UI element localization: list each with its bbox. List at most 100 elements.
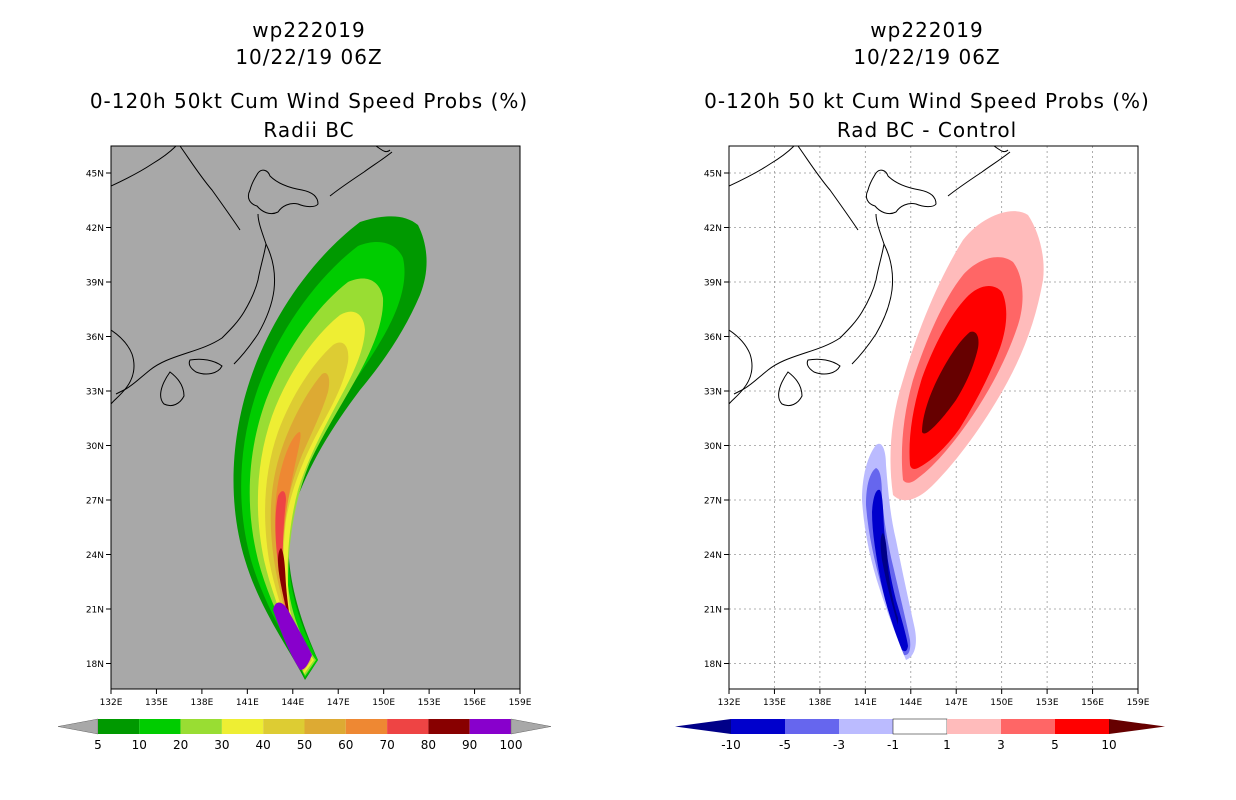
lat-label: 21N (86, 606, 104, 616)
lat-label: 18N (704, 660, 722, 670)
lat-label: 42N (704, 224, 722, 234)
lon-label: 138E (190, 698, 213, 708)
honshu-east (233, 243, 275, 365)
right-axes: 45N 42N 39N 36N 33N 30N 27N 24N 21N 18N 132E 135E 13… (704, 170, 1150, 709)
colorbar-label: -1 (887, 738, 899, 752)
kamchatka-south (375, 146, 391, 153)
lon-label: 159E (1127, 698, 1150, 708)
colorbar-label: 50 (297, 738, 312, 752)
colorbar-swatch (345, 719, 388, 734)
colorbar-label: 90 (462, 738, 477, 752)
lon-label: 144E (281, 698, 304, 708)
colorbar-label: 5 (1051, 738, 1059, 752)
lat-label: 39N (86, 279, 104, 289)
lat-label: 33N (704, 388, 722, 398)
colorbar-label: -10 (721, 738, 741, 752)
russia-coast (179, 146, 241, 231)
honshu-coast-r (733, 213, 885, 395)
lon-label: 156E (1081, 698, 1104, 708)
colorbar-swatch (263, 719, 305, 734)
left-datetime: 10/22/19 06Z (235, 45, 383, 69)
colorbar-label: 60 (338, 738, 353, 752)
lat-label: 27N (704, 497, 722, 507)
colorbar-swatch (947, 719, 1001, 734)
left-panel: wp222019 10/22/19 06Z 0-120h 50kt Cum Wi… (57, 18, 552, 752)
honshu-coast (115, 213, 267, 395)
lat-label: 42N (86, 224, 104, 234)
lon-label: 135E (763, 698, 786, 708)
lon-label: 150E (990, 698, 1013, 708)
left-storm-id: wp222019 (252, 18, 366, 42)
colorbar-label: 10 (132, 738, 147, 752)
shikoku-coast-r (806, 358, 841, 375)
left-product-title: 0-120h 50kt Cum Wind Speed Probs (%) (89, 89, 529, 113)
honshu-east-r (851, 243, 893, 365)
colorbar-label: 70 (379, 738, 394, 752)
colorbar-label: -3 (833, 738, 845, 752)
colorbar-low-arrow (675, 719, 731, 734)
korea-coast-r (729, 329, 753, 405)
left-map: 45N 42N 39N 36N 33N 30N 27N 24N 21N 18N 132E 135E 13… (57, 145, 552, 752)
right-product-title: 0-120h 50 kt Cum Wind Speed Probs (%) (704, 89, 1150, 113)
contour-90 (273, 602, 312, 670)
left-axes: 45N 42N 39N 36N 33N 30N 27N 24N 21N 18N 132E 135E 13… (86, 170, 532, 709)
neg-contour-5 (872, 489, 908, 652)
colorbar-label: 30 (214, 738, 229, 752)
lon-label: 147E (327, 698, 350, 708)
lat-label: 24N (86, 551, 104, 561)
right-subtitle: Rad BC - Control (836, 118, 1018, 142)
right-panel: wp222019 10/22/19 06Z 0-120h 50 kt Cum W… (618, 0, 1236, 800)
lon-label: 138E (808, 698, 831, 708)
kyushu-coast (160, 371, 185, 407)
right-colorbar: -10 -5 -3 -1 1 3 5 10 (675, 718, 1165, 752)
right-storm-id: wp222019 (870, 18, 984, 42)
lat-label: 36N (704, 333, 722, 343)
lat-label: 30N (704, 442, 722, 452)
colorbar-label: 80 (421, 738, 436, 752)
left-colorbar: 5 10 20 30 40 50 60 70 80 90 100 (57, 718, 552, 752)
lat-label: 18N (86, 660, 104, 670)
hokkaido-coast-r (865, 169, 937, 215)
colorbar-swatch (98, 719, 140, 734)
right-coastlines (729, 146, 1011, 407)
right-difference-contours (862, 211, 1044, 660)
lon-label: 153E (418, 698, 441, 708)
lon-label: 132E (718, 698, 741, 708)
lat-label: 33N (86, 388, 104, 398)
lon-label: 147E (945, 698, 968, 708)
lat-label: 36N (86, 333, 104, 343)
kuril-islands-r (947, 151, 1011, 197)
lon-label: 159E (509, 698, 532, 708)
sea-of-japan-coast (111, 146, 177, 187)
colorbar-swatch (731, 719, 785, 734)
colorbar-swatch (221, 719, 264, 734)
left-map-frame (110, 145, 521, 690)
shikoku-coast (188, 358, 223, 375)
lon-label: 156E (463, 698, 486, 708)
colorbar-swatch (428, 719, 470, 734)
lon-label: 144E (899, 698, 922, 708)
colorbar-swatch (387, 719, 429, 734)
lat-label: 45N (86, 170, 104, 180)
lat-label: 45N (704, 170, 722, 180)
colorbar-label: 40 (256, 738, 271, 752)
right-datetime: 10/22/19 06Z (853, 45, 1001, 69)
colorbar-swatch (180, 719, 222, 734)
lat-label: 39N (704, 279, 722, 289)
contour-50 (270, 372, 330, 670)
sea-of-japan-coast-r (729, 146, 795, 187)
kuril-islands (329, 151, 393, 197)
right-map-frame (728, 145, 1139, 690)
colorbar-swatch (1055, 719, 1109, 734)
left-subtitle: Radii BC (263, 118, 355, 142)
contour-40 (265, 342, 349, 672)
colorbar-high-arrow (1109, 719, 1165, 734)
kyushu-coast-r (778, 371, 803, 407)
left-probability-contours (233, 216, 427, 681)
colorbar-low-arrow (57, 718, 99, 735)
lon-label: 135E (145, 698, 168, 708)
colorbar-swatch (139, 719, 181, 734)
contour-70 (275, 491, 300, 664)
contour-60 (274, 432, 301, 668)
